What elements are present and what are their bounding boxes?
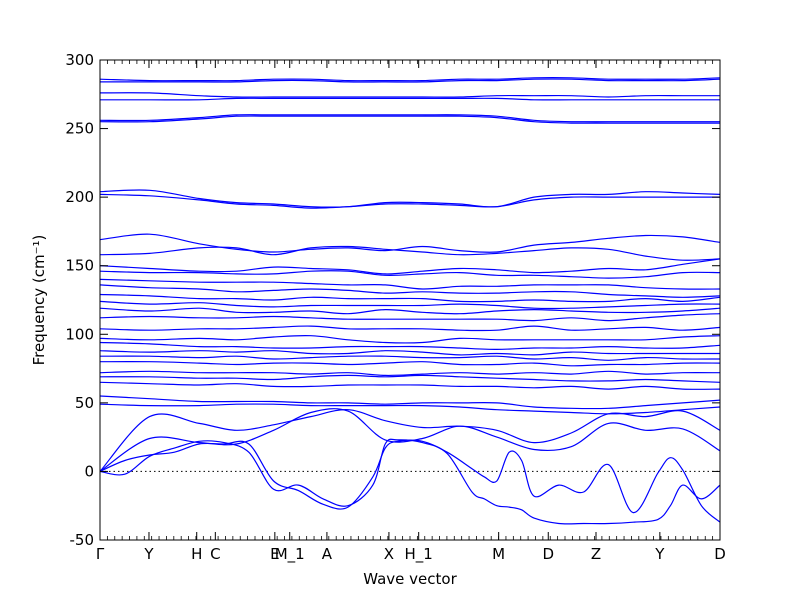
band-curve-5 xyxy=(99,114,720,123)
band-curve-8 xyxy=(99,193,720,209)
band-curve-24 xyxy=(99,361,721,367)
y-tick-label: 250 xyxy=(65,120,94,138)
band-curve-11 xyxy=(99,258,721,275)
x-axis-ticks: Γ Y H C EM_1 A X H_1 M D Z Y D xyxy=(96,60,726,564)
x-tick-label: D xyxy=(714,545,726,563)
band-curve-3 xyxy=(99,92,720,98)
band-curve-33 xyxy=(99,438,721,525)
band-curve-4 xyxy=(99,97,720,101)
band-curve-20 xyxy=(99,334,721,344)
band-curve-16 xyxy=(99,300,721,310)
y-tick-label: 50 xyxy=(75,394,94,412)
band-curve-10 xyxy=(99,245,721,261)
band-curve-6 xyxy=(99,115,720,124)
x-minor-ticks xyxy=(99,60,721,540)
band-curve-32 xyxy=(99,439,721,523)
plot-background xyxy=(100,60,720,540)
x-tick-label: M_1 xyxy=(275,545,305,564)
x-tick-label: D xyxy=(542,545,554,563)
band-curve-7 xyxy=(99,189,721,208)
band-curve-23 xyxy=(99,355,721,361)
x-tick-label: X xyxy=(384,545,394,563)
x-tick-label: H_1 xyxy=(405,545,433,564)
band-curve-18 xyxy=(99,313,721,322)
x-tick-label: H xyxy=(191,545,202,563)
band-curve-13 xyxy=(99,278,721,290)
x-axis-title: Wave vector xyxy=(363,570,457,588)
band-curve-15 xyxy=(99,293,721,303)
band-curve-2 xyxy=(100,78,721,83)
band-curve-26 xyxy=(99,374,721,383)
y-tick-label: 150 xyxy=(65,257,94,275)
y-axis-ticks: -50 0 50 100 150 200 250 300 xyxy=(65,51,720,549)
dispersion-curves xyxy=(99,77,721,525)
x-tick-label: E xyxy=(270,545,279,563)
x-tick-label: C xyxy=(210,545,220,563)
band-curve-9 xyxy=(99,233,721,253)
x-tick-label: Z xyxy=(591,545,601,563)
band-curve-19 xyxy=(99,325,721,332)
band-curve-31 xyxy=(99,408,721,472)
x-tick-label: Y xyxy=(143,545,154,563)
y-tick-label: 200 xyxy=(65,188,94,206)
y-tick-label: 0 xyxy=(84,462,94,480)
band-curve-22 xyxy=(99,350,720,356)
band-curve-25 xyxy=(99,370,721,377)
x-tick-label: Y xyxy=(654,545,665,563)
band-curve-14 xyxy=(99,284,721,298)
y-tick-label: -50 xyxy=(70,531,95,549)
band-curve-12 xyxy=(99,270,721,279)
band-curve-1 xyxy=(99,77,721,82)
y-tick-label: 100 xyxy=(65,325,94,343)
x-tick-label: Γ xyxy=(96,545,105,563)
band-curve-30 xyxy=(99,409,721,472)
y-tick-label: 300 xyxy=(65,51,94,69)
y-axis-title: Frequency (cm⁻¹) xyxy=(30,235,48,366)
band-curve-21 xyxy=(99,341,721,351)
band-curve-27 xyxy=(99,381,721,390)
plot-frame xyxy=(99,59,721,541)
band-curve-28 xyxy=(99,395,721,410)
x-tick-label: M xyxy=(492,545,505,563)
x-tick-label: A xyxy=(322,545,333,563)
band-curve-17 xyxy=(99,307,721,315)
